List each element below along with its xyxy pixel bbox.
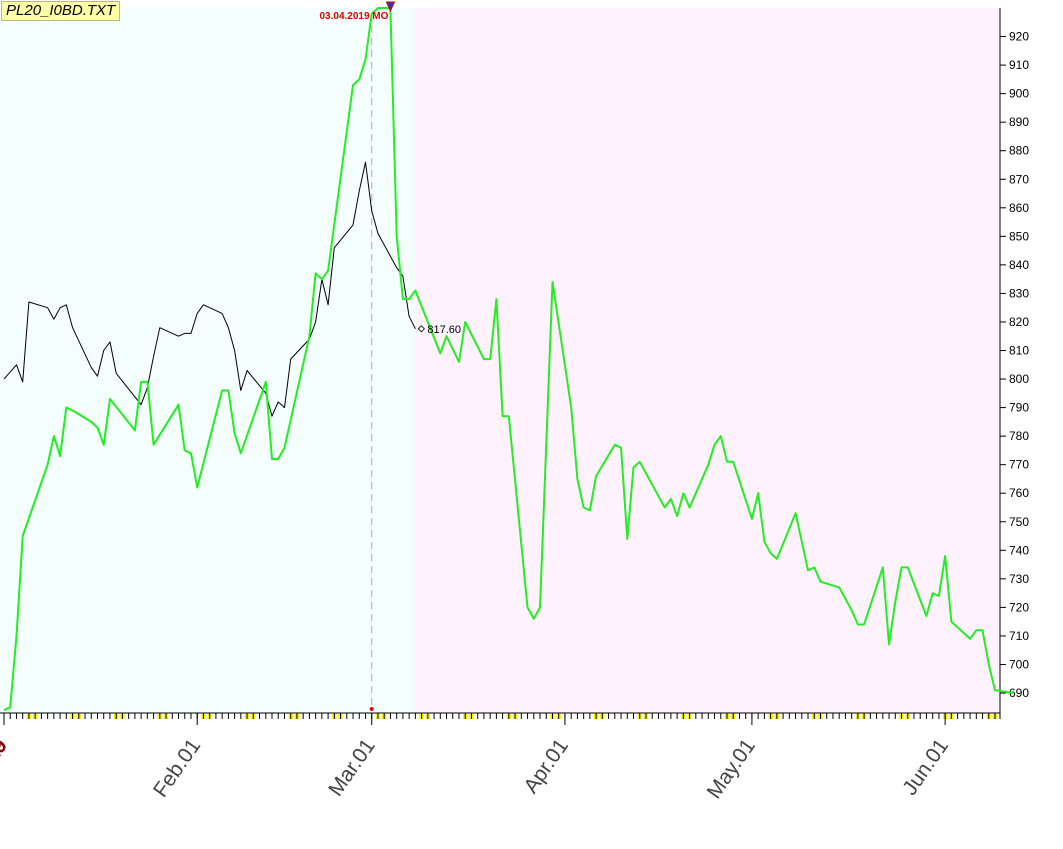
history-background: [0, 8, 416, 713]
labels-group: 03.04.2019 MO 817.60: [319, 1, 461, 336]
month-label: Feb.01: [149, 735, 205, 802]
y-tick-label: 750: [1009, 515, 1029, 529]
y-tick-label: 800: [1009, 372, 1029, 386]
y-tick-label: 760: [1009, 486, 1029, 500]
y-tick-label: 720: [1009, 600, 1029, 614]
y-tick-label: 740: [1009, 543, 1029, 557]
y-tick-label: 830: [1009, 286, 1029, 300]
y-tick-label: 780: [1009, 429, 1029, 443]
y-tick-label: 840: [1009, 258, 1029, 272]
y-tick-label: 710: [1009, 629, 1029, 643]
y-tick-label: 890: [1009, 115, 1029, 129]
arrow-down-icon: [385, 1, 396, 13]
y-tick-label: 730: [1009, 572, 1029, 586]
marker-date-label: 03.04.2019 MO: [319, 11, 388, 22]
y-tick-label: 790: [1009, 401, 1029, 415]
black-line-series: [3, 161, 416, 417]
end-value-label: 817.60: [427, 324, 461, 336]
y-tick-label: 820: [1009, 315, 1029, 329]
end-value-diamond-icon: [417, 325, 425, 333]
month-label: Apr.01: [519, 735, 573, 798]
y-tick-label: 870: [1009, 172, 1029, 186]
marker-dot: [369, 707, 374, 711]
file-name-label: PL20_I0BD.TXT: [1, 1, 121, 21]
year-label: 19: [0, 735, 12, 767]
green-line-series: [3, 7, 1014, 712]
y-tick-label: 700: [1009, 657, 1029, 671]
y-tick-label: 900: [1009, 87, 1029, 101]
y-tick-label: 770: [1009, 458, 1029, 472]
month-label: Jun.01: [898, 735, 953, 800]
series-group: [3, 7, 1014, 712]
y-tick-label: 850: [1009, 229, 1029, 243]
forecast-background: [415, 8, 1000, 713]
month-label: May.01: [703, 735, 760, 803]
y-tick-label: 810: [1009, 344, 1029, 358]
y-tick-label: 880: [1009, 144, 1029, 158]
y-tick-label: 860: [1009, 201, 1029, 215]
y-tick-label: 690: [1009, 686, 1029, 700]
month-label: Mar.01: [324, 735, 380, 801]
marker-group: [369, 14, 374, 711]
plot-backgrounds: [0, 8, 1000, 713]
y-tick-label: 920: [1009, 30, 1029, 44]
y-tick-label: 910: [1009, 58, 1029, 72]
